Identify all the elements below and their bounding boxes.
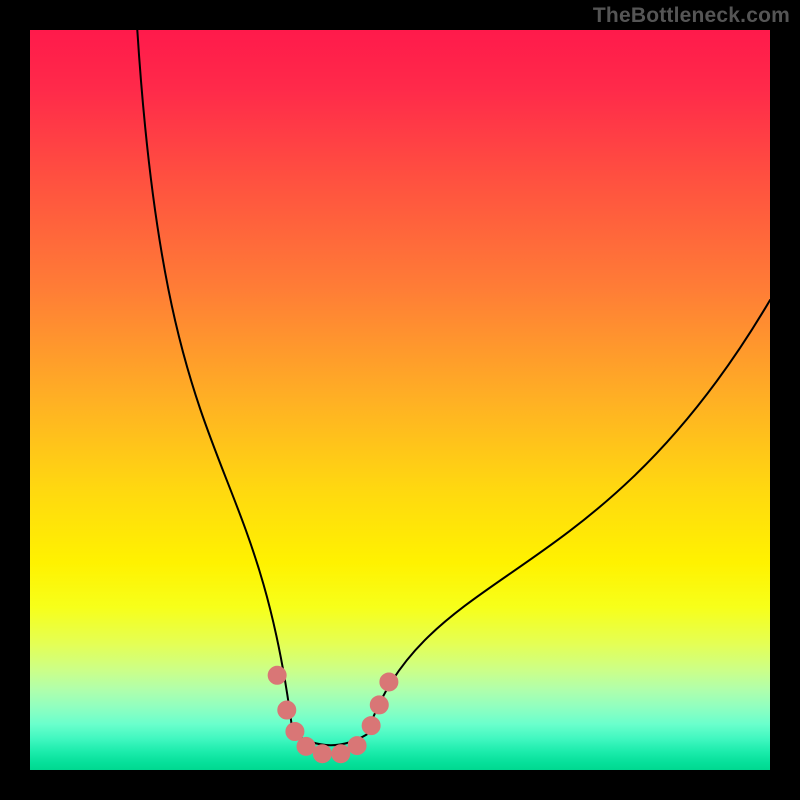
- marker-point: [313, 745, 331, 763]
- outer-frame: TheBottleneck.com: [0, 0, 800, 800]
- marker-point: [278, 701, 296, 719]
- watermark-text: TheBottleneck.com: [593, 4, 790, 28]
- marker-point: [362, 717, 380, 735]
- marker-point: [348, 737, 366, 755]
- marker-point: [297, 737, 315, 755]
- marker-point: [332, 745, 350, 763]
- marker-point: [380, 673, 398, 691]
- marker-point: [370, 696, 388, 714]
- marker-point: [268, 666, 286, 684]
- marker-point: [286, 723, 304, 741]
- bottleneck-chart: [30, 30, 770, 770]
- chart-background: [30, 30, 770, 770]
